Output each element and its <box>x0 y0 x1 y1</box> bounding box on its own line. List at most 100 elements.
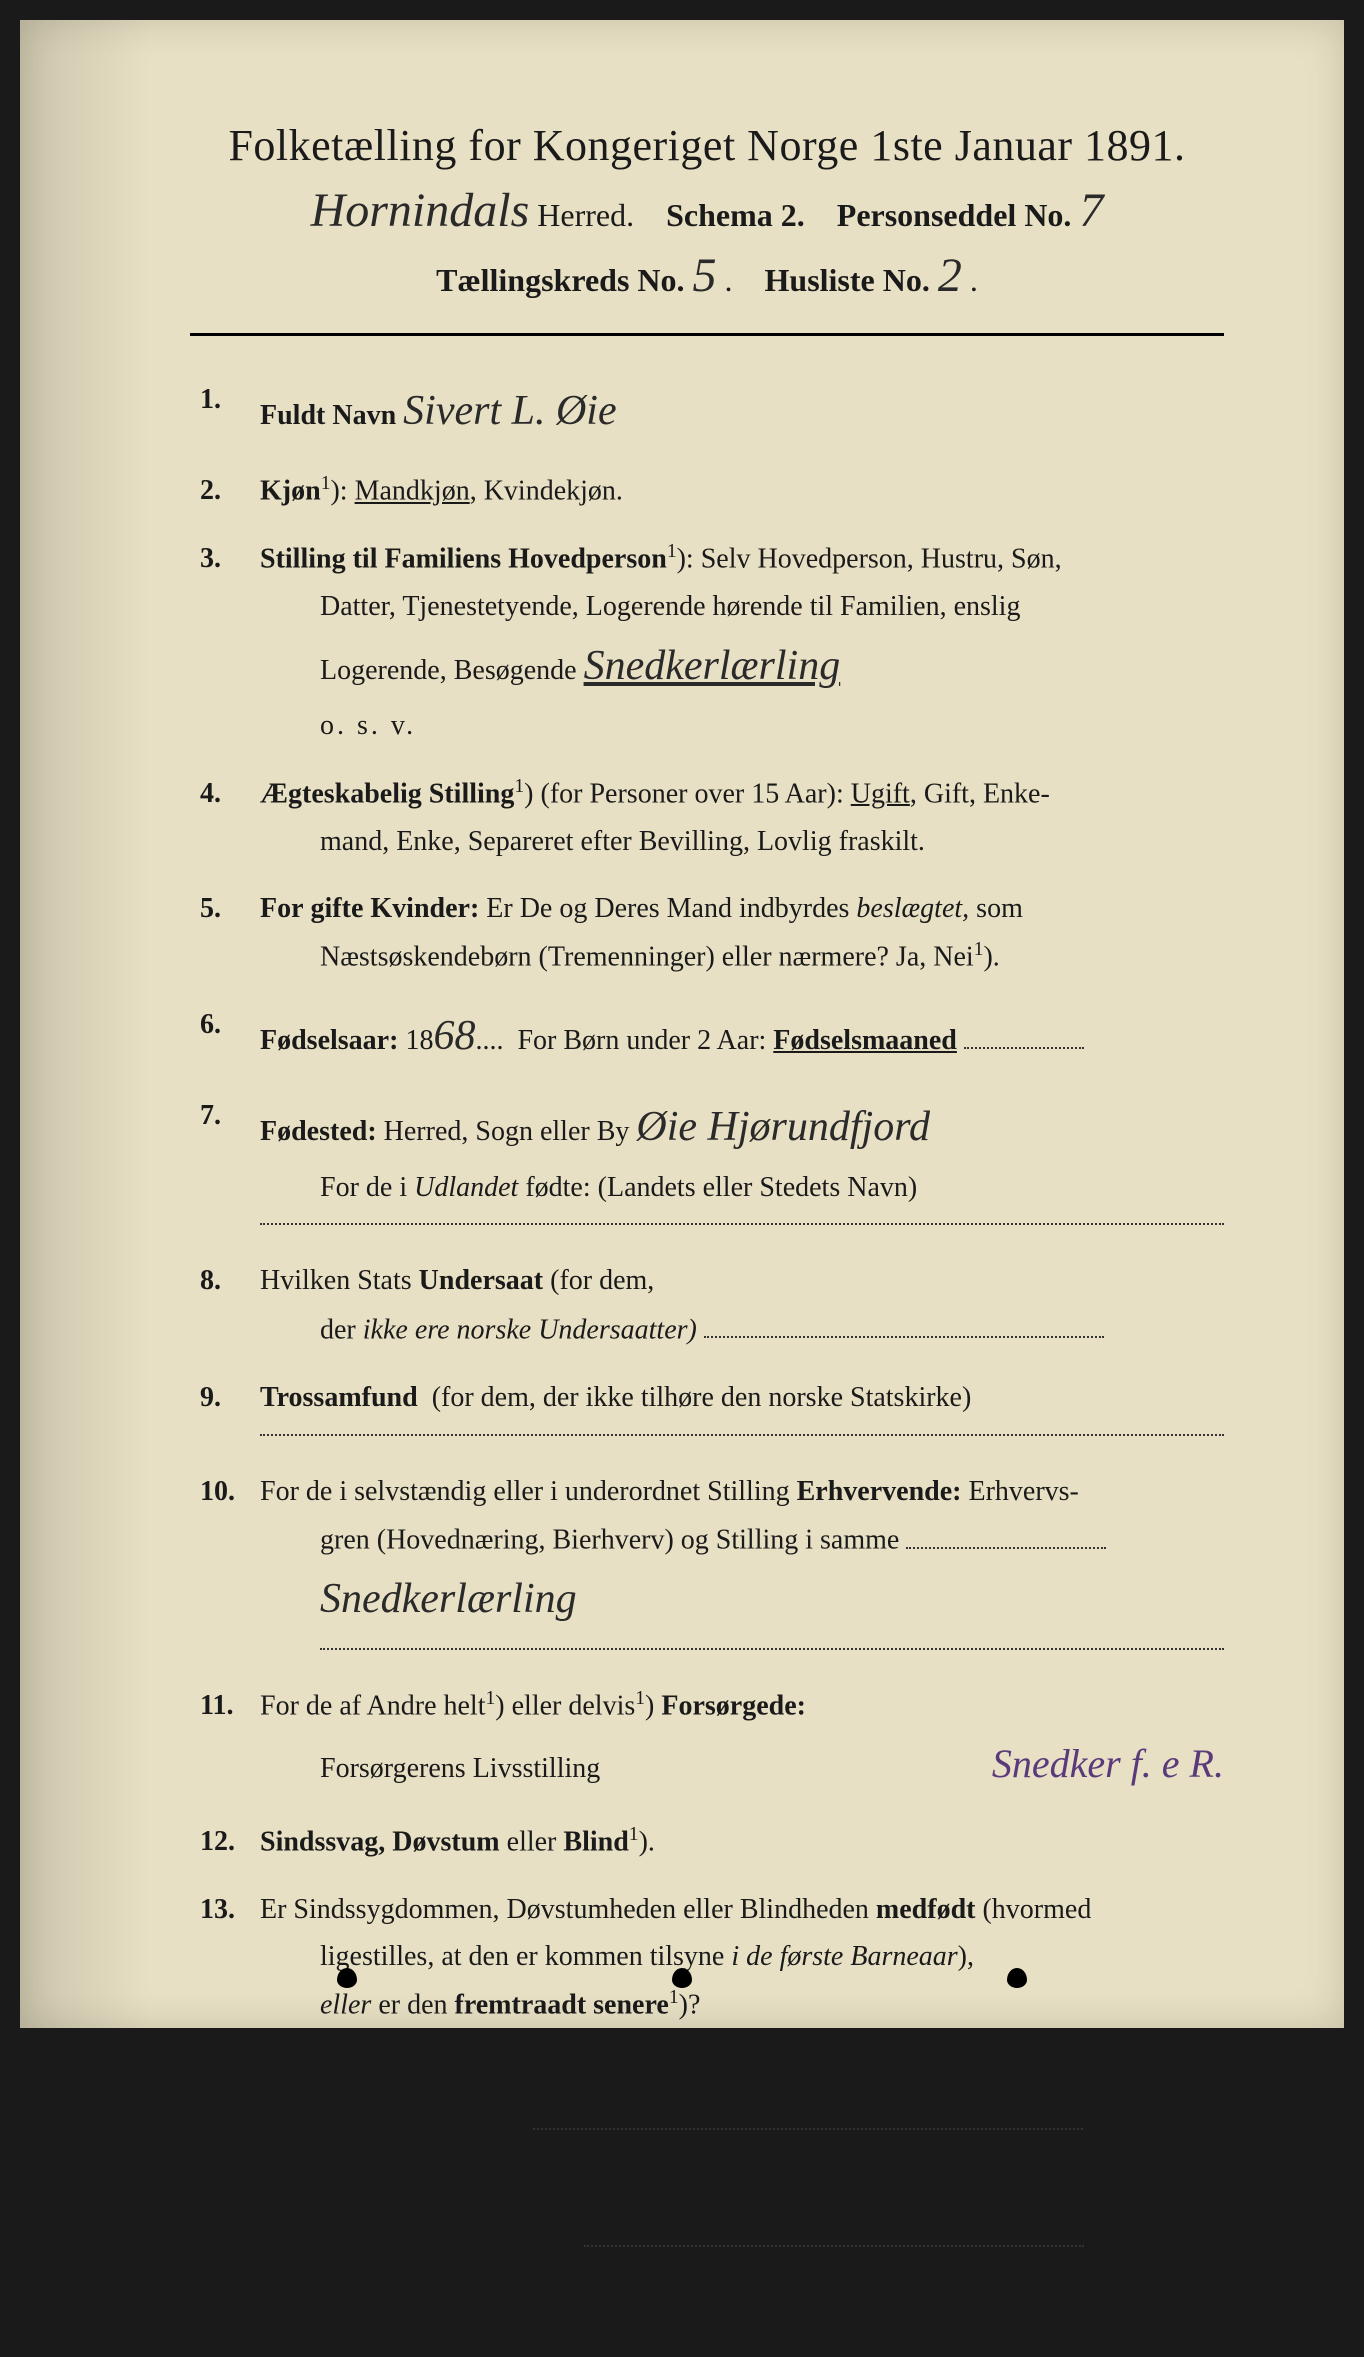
item-11-mid: ) eller delvis <box>495 1690 635 1721</box>
item-9-num: 9. <box>200 1374 260 1448</box>
item-3-line3pre: Logerende, Besøgende <box>320 655 577 686</box>
item-2-opt1: Mandkjøn <box>355 476 470 507</box>
end: ). <box>639 1826 655 1857</box>
item-8: 8. Hvilken Stats Undersaat (for dem, der… <box>200 1257 1224 1354</box>
item-10-num: 10. <box>200 1468 260 1662</box>
item-15-pre: For de <box>260 2174 332 2205</box>
item-7-l2pre: For de i <box>320 1172 407 1203</box>
hole-icon <box>337 1968 357 1988</box>
sup: 1 <box>669 1987 679 2008</box>
item-2-num: 2. <box>200 467 260 515</box>
item-3-osv: o. s. v. <box>320 710 416 741</box>
item-6-year: 68 <box>433 1013 475 1059</box>
item-13: 13. Er Sindssygdommen, Døvstumheden elle… <box>200 1886 1224 2029</box>
end: )? <box>679 1989 701 2020</box>
item-4-label: Ægteskabelig Stilling <box>260 778 514 809</box>
personseddel-no: 7 <box>1079 184 1103 237</box>
item-11-l2: Forsørgerens Livsstilling <box>320 1745 600 1793</box>
item-12-label2: Blind <box>563 1826 628 1857</box>
item-8-indent: der ikke ere norske Undersaatter) <box>260 1305 1224 1354</box>
item-7-label: Fødested: <box>260 1116 377 1147</box>
item-3-label: Stilling til Familiens Hovedperson <box>260 544 667 575</box>
dotted-fill <box>584 2213 1084 2247</box>
item-3-line2: Datter, Tjenestetyende, Logerende hørend… <box>320 591 1020 622</box>
item-8-bold: Undersaat <box>419 1265 543 1296</box>
item-14-content: For de kun midlertidigt Tilstedeværende:… <box>260 2049 1224 2146</box>
dotted-fill <box>964 1015 1084 1049</box>
item-7-content: Fødested: Herred, Sogn eller By Øie Hjør… <box>260 1092 1224 1237</box>
item-9-text: (for dem, der ikke tilhøre den norske St… <box>432 1382 972 1413</box>
hole-icon <box>1007 1968 1027 1988</box>
item-2-label: Kjøn <box>260 476 321 507</box>
item-7-text: Herred, Sogn eller By <box>384 1116 630 1147</box>
item-11-num: 11. <box>200 1682 260 1798</box>
item-7-l2ital: Udlandet <box>414 1172 518 1203</box>
item-5-line2: Næstsøskendebørn (Tremenninger) eller næ… <box>320 941 974 972</box>
item-12: 12. Sindssvag, Døvstum eller Blind1). <box>200 1818 1224 1866</box>
item-2-opt2: Kvindekjøn. <box>484 476 623 507</box>
item-4-content: Ægteskabelig Stilling1) (for Personer ov… <box>260 770 1224 866</box>
item-10-bold: Erhvervende: <box>797 1476 962 1507</box>
item-15-bold: midlertidigt Fraværende: <box>339 2174 644 2205</box>
binding-holes <box>20 1968 1344 1988</box>
item-6-label: Fødselsaar: <box>260 1025 398 1056</box>
item-15-l2: antageligt Opholdssted <box>320 2223 577 2254</box>
item-2-content: Kjøn1): Mandkjøn, Kvindekjøn. <box>260 467 1224 515</box>
item-5-indent: Næstsøskendebørn (Tremenninger) eller næ… <box>260 933 1224 981</box>
dotted-fill <box>533 2096 1083 2130</box>
item-3: 3. Stilling til Familiens Hovedperson1):… <box>200 535 1224 750</box>
item-13-pre: Er Sindssygdommen, Døvstumheden eller Bl… <box>260 1894 869 1925</box>
item-9: 9. Trossamfund (for dem, der ikke tilhør… <box>200 1374 1224 1448</box>
item-6: 6. Fødselsaar: 1868.... For Børn under 2… <box>200 1001 1224 1072</box>
colon: ) <box>524 778 533 809</box>
item-1-num: 1. <box>200 376 260 447</box>
colon: ): <box>677 544 694 575</box>
item-5-ital: beslægtet, <box>856 893 969 924</box>
item-3-hw: Snedkerlærling <box>584 643 841 689</box>
item-11-content: For de af Andre helt1) eller delvis1) Fo… <box>260 1682 1224 1798</box>
item-14-indent: sædvanligt Bosted <box>260 2096 1224 2145</box>
item-10-content: For de i selvstændig eller i underordnet… <box>260 1468 1224 1662</box>
item-5-label: gifte Kvinder: <box>311 893 480 924</box>
item-6-content: Fødselsaar: 1868.... For Børn under 2 Aa… <box>260 1001 1224 1072</box>
item-14: 14. For de kun midlertidigt Tilstedevære… <box>200 2049 1224 2146</box>
item-1: 1. Fuldt Navn Sivert L. Øie <box>200 376 1224 447</box>
kreds-line: Tællingskreds No. 5 . Husliste No. 2 . <box>190 248 1224 303</box>
item-5-pre: For <box>260 893 304 924</box>
form-header: Folketælling for Kongeriget Norge 1ste J… <box>190 120 1224 303</box>
item-8-post: (for dem, <box>550 1265 654 1296</box>
item-14-bold: midlertidigt Tilstedeværende: <box>388 2057 743 2088</box>
item-1-label: Fuldt Navn <box>260 400 396 431</box>
item-15: 15. For de midlertidigt Fraværende: anta… <box>200 2166 1224 2263</box>
sup: 1 <box>974 939 984 960</box>
hole-icon <box>672 1968 692 1988</box>
kreds-label: Tællingskreds No. <box>436 262 684 298</box>
item-3-content: Stilling til Familiens Hovedperson1): Se… <box>260 535 1224 750</box>
item-9-content: Trossamfund (for dem, der ikke tilhøre d… <box>260 1374 1224 1448</box>
dotted-fill <box>260 1434 1224 1436</box>
item-5-t2: som <box>976 893 1023 924</box>
census-form-page: Folketælling for Kongeriget Norge 1ste J… <box>20 20 1344 2028</box>
main-title: Folketælling for Kongeriget Norge 1ste J… <box>190 120 1224 171</box>
sup: 1 <box>635 1688 645 1709</box>
item-14-pre: For de kun <box>260 2057 381 2088</box>
item-11-indent: Forsørgerens Livsstilling Snedker f. e R… <box>260 1730 1224 1798</box>
item-10-pre: For de i selvstændig eller i underordnet… <box>260 1476 790 1507</box>
item-1-content: Fuldt Navn Sivert L. Øie <box>260 376 1224 447</box>
header-divider <box>190 333 1224 336</box>
item-4-line2: mand, Enke, Separeret efter Bevilling, L… <box>260 818 1224 866</box>
item-3-line1: Selv Hovedperson, Hustru, Søn, <box>701 544 1062 575</box>
item-8-l2: der <box>320 1314 356 1345</box>
footnote-text: ) De for hvert Tilfælde passende Ord und… <box>379 2325 1047 2356</box>
item-13-l3ital: eller <box>320 1989 371 2020</box>
item-4-paren: (for Personer over 15 Aar): <box>541 778 844 809</box>
item-10-l2: gren (Hovednæring, Bierhverv) og Stillin… <box>320 1525 899 1556</box>
item-13-bold: medfødt <box>876 1894 976 1925</box>
item-15-content: For de midlertidigt Fraværende: antageli… <box>260 2166 1224 2263</box>
item-4: 4. Ægteskabelig Stilling1) (for Personer… <box>200 770 1224 866</box>
item-10: 10. For de i selvstændig eller i underor… <box>200 1468 1224 1662</box>
herred-label: Herred. <box>537 197 634 233</box>
dotted-fill <box>320 1648 1224 1650</box>
item-12-content: Sindssvag, Døvstum eller Blind1). <box>260 1818 1224 1866</box>
husliste-label: Husliste No. <box>765 262 930 298</box>
